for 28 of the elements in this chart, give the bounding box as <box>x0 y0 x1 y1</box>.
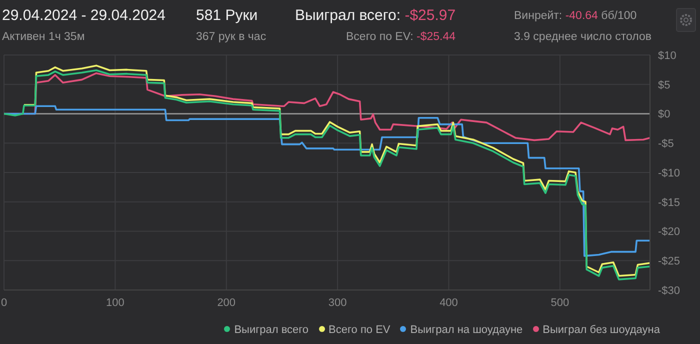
line-series <box>4 105 650 257</box>
y-tick-label: -$25 <box>658 256 680 268</box>
chart-title: 29.04.2024 - 29.04.2024 <box>2 7 166 24</box>
x-tick-label: 400 <box>440 296 458 309</box>
chart-subtitle: Активен 1ч 35м <box>2 31 85 43</box>
legend-label: Выиграл без шоудауна <box>542 324 660 336</box>
y-tick-label: $5 <box>658 79 670 92</box>
y-tick-label: -$30 <box>658 284 680 297</box>
y-tick-label: $10 <box>658 50 676 62</box>
text: Винрейт: -40.64 бб/100 <box>514 10 637 22</box>
x-tick-label: 0 <box>0 296 8 309</box>
legend-label: Всего по EV <box>328 324 390 336</box>
text: 3.9 среднее число столов <box>514 31 652 43</box>
y-tick-label: -$5 <box>658 138 674 150</box>
y-tick-label: -$15 <box>658 196 680 209</box>
x-tick-label: 500 <box>550 296 570 309</box>
x-tick-label: 300 <box>328 296 347 309</box>
y-tick-label: $0 <box>658 108 670 121</box>
x-tick-label: 100 <box>106 296 124 309</box>
legend-label: Выиграл на шоудауне <box>410 324 523 336</box>
y-tick-label: -$20 <box>658 226 680 238</box>
x-tick-label: 200 <box>217 296 236 309</box>
text: Всего по EV: -$25.44 <box>346 31 456 43</box>
y-tick-label: -$10 <box>658 167 680 180</box>
legend-label: Выиграл всего <box>234 324 309 336</box>
text: 367 рук в час <box>196 31 266 43</box>
text: Выиграл всего: -$25.97 <box>295 7 456 24</box>
text: 581 Руки <box>196 7 258 24</box>
